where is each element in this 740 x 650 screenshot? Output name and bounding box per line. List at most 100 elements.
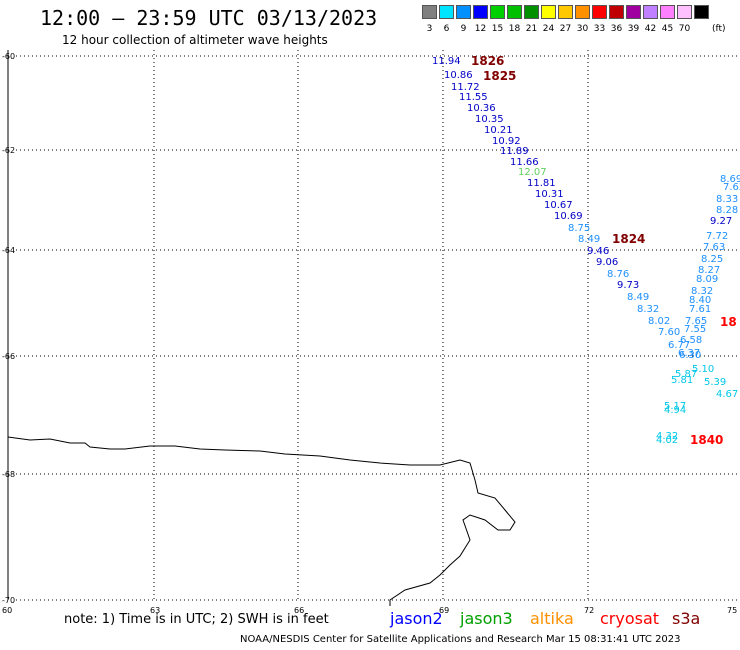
scale-swatch	[677, 5, 692, 19]
scale-label: 24	[542, 24, 555, 34]
scale-label: 33	[593, 24, 606, 34]
scale-label: 6	[443, 24, 450, 34]
swh-value: 11.66	[510, 157, 539, 168]
legend-sat-altika: altika	[530, 609, 574, 628]
scale-swatch	[660, 5, 675, 19]
scale-swatch	[694, 5, 709, 19]
swh-value: 10.67	[544, 200, 573, 211]
swh-value: 10.31	[535, 189, 564, 200]
track-id-label: 1825	[483, 69, 516, 83]
scale-label: 39	[627, 24, 640, 34]
swh-value: 7.55	[684, 324, 706, 335]
swh-value: 10.21	[484, 125, 513, 136]
scale-swatch	[422, 5, 437, 19]
track-id-label: 18	[720, 315, 737, 329]
track-id-label: 1826	[471, 54, 504, 68]
swh-value: 5.17	[664, 401, 686, 412]
scale-swatch	[524, 5, 539, 19]
scale-label: 15	[491, 24, 504, 34]
swh-value: 11.81	[527, 178, 556, 189]
swh-value: 9.73	[617, 280, 639, 291]
swh-value: 7.62	[723, 182, 740, 193]
swh-value: 8.69	[720, 174, 740, 185]
swh-value: 6.58	[680, 335, 702, 346]
swh-value: 8.49	[578, 234, 600, 245]
legend-sat-jason2: jason2	[390, 609, 443, 628]
scale-swatch	[575, 5, 590, 19]
swh-value: 8.33	[716, 194, 738, 205]
scale-label: 30	[576, 24, 589, 34]
lon-label: 66	[294, 606, 304, 615]
scale-label: 27	[559, 24, 572, 34]
scale-unit: (ft)	[712, 24, 726, 34]
scale-label: 9	[460, 24, 467, 34]
legend-note: note: 1) Time is in UTC; 2) SWH is in fe…	[64, 612, 329, 627]
swh-value: 10.92	[492, 136, 521, 147]
antarctic-coastline	[7, 436, 516, 606]
swh-value: 4.02	[656, 435, 678, 446]
scale-label: 21	[525, 24, 538, 34]
swh-value: 5.10	[692, 364, 714, 375]
scale-swatch	[490, 5, 505, 19]
lon-label: 69	[439, 606, 449, 615]
swh-value: 7.65	[685, 316, 707, 327]
swh-value: 7.63	[703, 242, 725, 253]
swh-value: 6.37	[678, 348, 700, 359]
swh-value: 8.32	[637, 304, 659, 315]
swh-value: 5.87	[675, 369, 697, 380]
swh-value: 5.39	[704, 377, 726, 388]
scale-swatch	[626, 5, 641, 19]
swh-value: 8.40	[689, 295, 711, 306]
graticule: 60 63 66 69 72 75 -60 -62 -64 -66 -68 -70	[2, 50, 738, 615]
swh-value: 11.89	[500, 146, 529, 157]
swh-value: 7.61	[689, 304, 711, 315]
swh-value: 4.94	[664, 405, 686, 416]
lat-label: -66	[2, 352, 15, 361]
page-title: 12:00 — 23:59 UTC 03/13/2023	[40, 6, 378, 30]
swh-value: 10.69	[554, 211, 583, 222]
scale-label: 45	[661, 24, 674, 34]
swh-value: 4.32	[656, 431, 678, 442]
swh-value: 7.60	[658, 327, 680, 338]
swh-value: 11.94	[432, 56, 461, 67]
legend-sat-jason3: jason3	[460, 609, 513, 628]
track-id-label: 1840	[690, 433, 723, 447]
swh-value: 9.27	[710, 216, 732, 227]
scale-label: 42	[644, 24, 657, 34]
lat-label: -70	[2, 596, 15, 605]
scale-swatch	[456, 5, 471, 19]
swh-value: 8.49	[627, 292, 649, 303]
scale-swatch	[609, 5, 624, 19]
swh-value: 11.72	[451, 82, 480, 93]
swh-value: 6.30	[679, 350, 701, 361]
swh-value: 9.46	[587, 246, 609, 257]
scale-swatch	[541, 5, 556, 19]
scale-swatch	[473, 5, 488, 19]
swh-value: 8.27	[698, 265, 720, 276]
swh-value: 12.07	[518, 167, 547, 178]
lon-label: 72	[584, 606, 594, 615]
swh-value: 8.09	[696, 274, 718, 285]
scale-swatch	[507, 5, 522, 19]
scale-swatch	[439, 5, 454, 19]
scale-label: 70	[678, 24, 691, 34]
lat-label: -68	[2, 470, 15, 479]
swh-value: 11.55	[459, 92, 488, 103]
scale-label: 12	[474, 24, 487, 34]
swh-value: 6.77	[668, 340, 690, 351]
legend-sat-s3a: s3a	[672, 609, 701, 628]
scale-swatch	[643, 5, 658, 19]
swh-value: 8.28	[716, 205, 738, 216]
lon-label: 60	[2, 606, 12, 615]
swh-value: 9.06	[596, 257, 618, 268]
swh-value: 10.35	[475, 114, 504, 125]
swh-value: 7.72	[706, 231, 728, 242]
lat-label: -60	[2, 52, 15, 61]
scale-swatch	[592, 5, 607, 19]
swh-value: 8.75	[568, 223, 590, 234]
legend-sat-cryosat: cryosat	[600, 609, 660, 628]
observation-labels: 11.94 10.8611.7211.5510.3610.3510.2110.92…	[432, 56, 740, 446]
swh-value: 5.81	[671, 375, 693, 386]
